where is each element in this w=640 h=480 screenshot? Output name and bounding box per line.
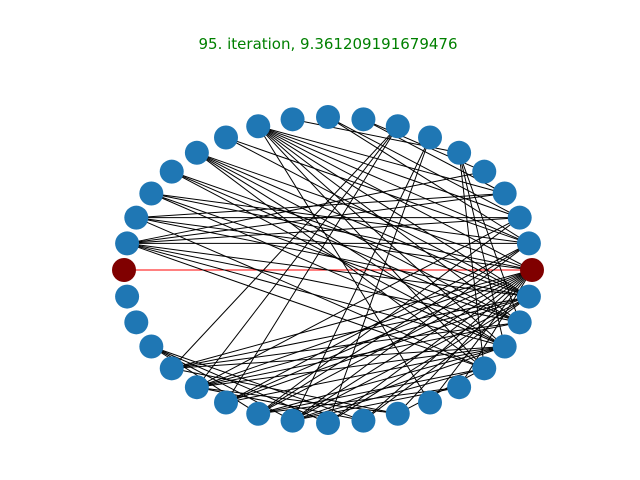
edge	[327, 269, 533, 424]
graph-node	[507, 205, 532, 230]
edge	[151, 193, 505, 347]
graph-node	[507, 310, 532, 335]
graph-node	[351, 408, 376, 433]
edge	[171, 367, 398, 415]
graph-node	[184, 375, 209, 400]
edge	[458, 152, 506, 347]
edge	[258, 125, 505, 194]
graph-node	[418, 125, 442, 150]
graph-node	[492, 181, 517, 206]
graph-node	[159, 356, 184, 381]
edge	[171, 171, 530, 298]
edge	[171, 125, 399, 369]
graph-node	[214, 125, 238, 150]
edge	[258, 346, 505, 415]
figure-title: 95. iteration, 9.361209191679476	[199, 35, 458, 53]
edge	[225, 346, 505, 403]
graph-node	[139, 334, 164, 359]
edge	[171, 346, 505, 369]
edge	[292, 243, 530, 422]
edge	[397, 269, 533, 415]
graph-node	[280, 408, 305, 433]
edge	[292, 269, 533, 422]
graph-node	[139, 181, 164, 206]
graph-node	[351, 107, 376, 132]
node-layer	[112, 105, 544, 435]
graph-node	[385, 401, 410, 426]
edge	[136, 193, 505, 219]
graph-node	[184, 140, 209, 165]
edge	[151, 346, 364, 422]
edge	[258, 125, 530, 244]
highlight-node	[520, 258, 544, 282]
edge	[225, 296, 530, 403]
edge	[151, 193, 533, 271]
edge	[127, 242, 520, 323]
graph-node	[516, 231, 541, 256]
edge	[257, 125, 431, 403]
edge	[292, 137, 431, 421]
graph-node	[214, 390, 238, 415]
graph-node	[418, 390, 442, 415]
edge-layer	[124, 116, 533, 424]
highlight-node	[112, 258, 136, 282]
edge	[327, 116, 530, 244]
graph-node	[447, 375, 472, 400]
edge	[196, 296, 530, 388]
edge	[257, 125, 485, 369]
edge	[196, 269, 533, 388]
edge	[196, 152, 520, 323]
edge	[257, 217, 520, 415]
edge	[136, 217, 533, 271]
edge	[258, 367, 485, 415]
edge	[257, 125, 533, 271]
edge	[136, 217, 485, 369]
graph-node	[472, 356, 497, 381]
edge	[196, 152, 485, 369]
edge	[258, 125, 520, 219]
edge	[171, 269, 533, 369]
edge	[151, 346, 329, 424]
edge	[363, 269, 533, 422]
graph-node	[280, 107, 305, 132]
edge	[196, 321, 520, 388]
edge	[257, 125, 530, 297]
edge	[327, 137, 431, 424]
edge	[225, 242, 530, 403]
edge	[257, 269, 533, 415]
edge	[196, 152, 505, 347]
graph-node	[472, 159, 497, 184]
edge	[429, 269, 533, 403]
graph-node	[316, 105, 340, 129]
graph-node	[316, 411, 340, 435]
graph-node	[124, 205, 149, 230]
graph-node	[115, 284, 140, 309]
edge	[196, 125, 399, 388]
edge	[196, 217, 520, 388]
edge	[126, 242, 485, 369]
edge	[127, 171, 485, 244]
graph-node	[492, 334, 517, 359]
graph-node	[447, 140, 472, 165]
graph-node	[385, 114, 410, 139]
graph-node	[516, 284, 541, 309]
edge	[171, 296, 529, 369]
graph-node	[124, 310, 149, 335]
edge	[225, 269, 533, 403]
edge	[327, 116, 520, 219]
graph-node	[115, 231, 140, 256]
graph-node	[246, 114, 271, 139]
edge	[257, 243, 530, 415]
edge	[458, 152, 485, 369]
graph-node	[246, 401, 271, 426]
edge	[171, 321, 520, 369]
graph-node	[159, 159, 184, 184]
